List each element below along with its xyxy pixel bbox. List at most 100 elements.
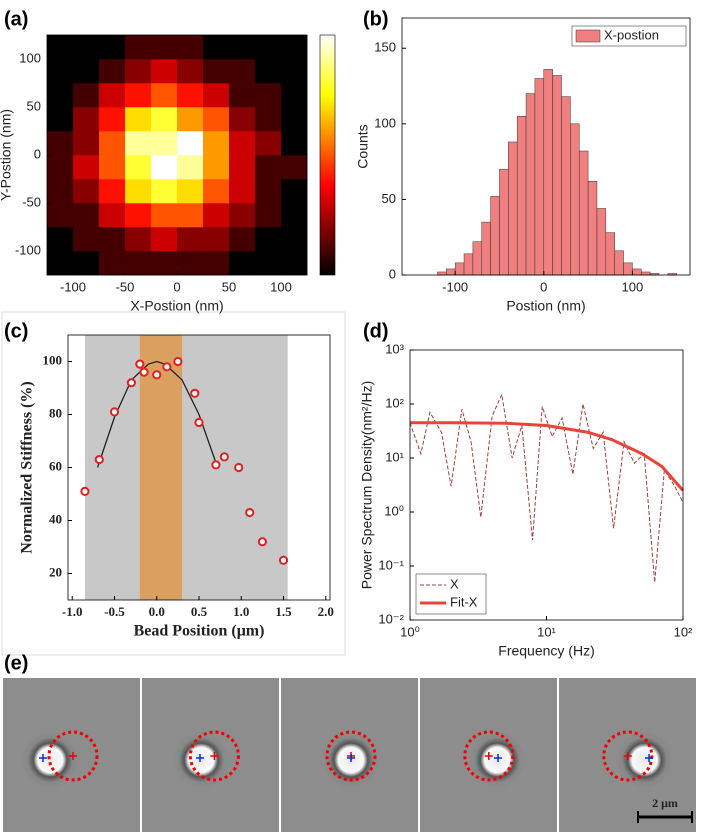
heat-cell <box>99 251 126 276</box>
y-tick-label: 10² <box>385 395 404 410</box>
heat-cell <box>73 227 100 252</box>
heat-cell <box>47 59 74 84</box>
y-tick-label: 0 <box>34 146 41 161</box>
bead <box>616 732 673 788</box>
legend-box <box>571 25 687 47</box>
y-tick-label: 10⁻² <box>378 611 404 626</box>
heat-cell <box>47 155 74 180</box>
trap-circle <box>188 730 240 782</box>
heat-cell <box>125 59 152 84</box>
heat-cell <box>229 251 256 276</box>
heat-cell <box>47 131 74 156</box>
heat-cell <box>73 131 100 156</box>
hist-bar <box>543 69 553 276</box>
data-point <box>135 359 145 369</box>
heat-cell <box>47 203 74 228</box>
y-axis-title: Power Spectrum Density(nm²/Hz) <box>359 381 375 590</box>
x-tick-label: 0.0 <box>149 604 165 619</box>
x-tick-label: 0.5 <box>191 604 208 619</box>
x-tick-label: -0.5 <box>104 604 125 619</box>
data-point <box>94 454 104 465</box>
hist-bar <box>587 181 598 276</box>
heat-cell <box>229 59 256 84</box>
data-point <box>219 452 229 462</box>
hist-bar <box>605 232 615 276</box>
data-point <box>257 537 267 547</box>
heat-cell <box>177 155 204 180</box>
heat-cell <box>151 179 178 204</box>
data-point <box>173 356 183 367</box>
heat-cell <box>47 35 74 60</box>
y-tick-label: -100 <box>15 242 41 257</box>
y-tick-label: 50 <box>382 191 396 206</box>
data-point <box>152 370 162 380</box>
heat-cell <box>73 179 100 204</box>
hist-bar <box>490 196 500 276</box>
heat-cell <box>151 203 178 228</box>
legend-label: X <box>450 576 459 591</box>
trap-circle <box>47 730 99 782</box>
data-point <box>80 486 90 496</box>
heat-cell <box>281 251 308 276</box>
hist-bar <box>641 271 651 276</box>
hist-bar <box>614 250 624 276</box>
heat-cell <box>203 59 230 84</box>
fit-line <box>96 360 219 468</box>
panel-border <box>1 311 346 656</box>
heat-cell <box>229 227 256 252</box>
heat-cell <box>73 35 100 60</box>
data-point <box>211 460 221 470</box>
heat-cell <box>73 83 100 108</box>
heat-cell <box>125 131 152 156</box>
hist-bar <box>446 268 456 276</box>
colorbar <box>319 34 336 276</box>
heat-cell <box>229 83 256 108</box>
bead <box>173 732 230 788</box>
hist-bar <box>463 253 474 276</box>
heat-cell <box>255 155 282 180</box>
x-axis-title: Postion (nm) <box>506 298 585 314</box>
heat-cell <box>125 83 152 108</box>
y-tick-label: 100 <box>19 50 41 65</box>
heat-cell <box>151 251 178 276</box>
heat-cell <box>229 35 256 60</box>
heat-cell <box>177 59 204 84</box>
heat-cell <box>281 131 308 156</box>
y-tick-label: 80 <box>49 405 62 420</box>
heat-cell <box>177 35 204 60</box>
heat-cell <box>151 35 178 60</box>
y-tick-label: 10¹ <box>385 449 404 464</box>
x-axis-title: Frequency (Hz) <box>498 643 594 659</box>
legend-label: Fit-X <box>450 594 478 609</box>
x-tick-label: -50 <box>116 279 135 294</box>
heat-cell <box>47 227 74 252</box>
data-point <box>234 462 244 473</box>
panel-label: (e) <box>4 652 28 674</box>
heat-cell <box>281 179 308 204</box>
trap-circle <box>325 730 377 782</box>
x-tick-label: -100 <box>60 279 86 294</box>
heat-cell <box>99 35 126 60</box>
heat-cell <box>151 227 178 252</box>
hist-bar <box>534 78 545 276</box>
x-axis-title: X-Postion (nm) <box>130 298 223 314</box>
legend-box <box>415 573 487 615</box>
y-tick-label: 0 <box>389 266 396 281</box>
heat-cell <box>281 83 308 108</box>
heat-cell <box>255 83 282 108</box>
heat-cell <box>99 155 126 180</box>
series-line <box>410 421 685 492</box>
heat-cell <box>203 179 230 204</box>
x-tick-label: 50 <box>222 279 236 294</box>
image-row: 2 μm <box>3 678 696 832</box>
x-tick-label: 0 <box>540 279 547 294</box>
data-point <box>194 417 204 428</box>
scale-bar-label: 2 μm <box>652 796 678 810</box>
heat-cell <box>177 107 204 132</box>
bead <box>22 732 79 788</box>
y-tick-label: 150 <box>374 40 396 55</box>
hist-bar <box>632 268 642 276</box>
y-axis-title: Y-Postion (nm) <box>0 109 14 201</box>
x-tick-label: 1.5 <box>275 604 292 619</box>
series-line <box>409 392 684 583</box>
